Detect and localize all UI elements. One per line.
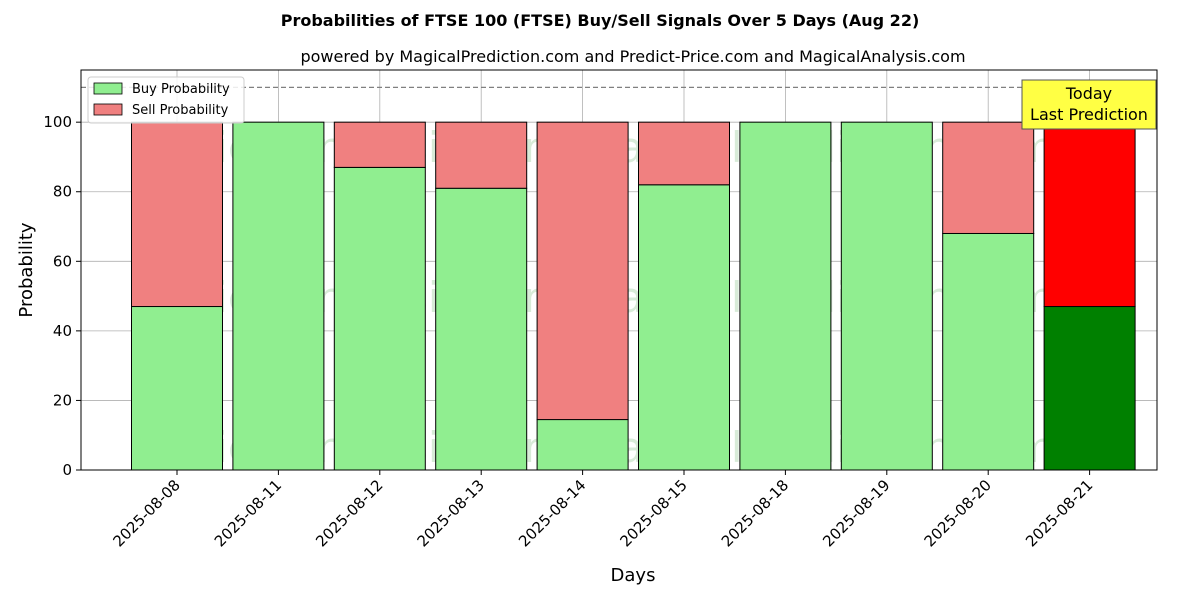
y-tick-label-4: 80 xyxy=(53,183,72,201)
bar-sell-2025-08-20 xyxy=(942,121,1035,234)
legend-buy-label: Buy Probability xyxy=(132,82,230,97)
y-tick-label-5: 100 xyxy=(43,113,72,131)
x-tick-label-1: 2025-08-11 xyxy=(211,476,285,550)
bar-buy-2025-08-20 xyxy=(942,232,1035,471)
x-ticks: 2025-08-08 2025-08-11 2025-08-12 2025-08-13… xyxy=(109,470,1096,550)
x-tick-label-0: 2025-08-08 xyxy=(109,476,183,550)
bar-buy-2025-08-11 xyxy=(232,121,325,471)
y-ticks: 0 20 40 60 80 100 xyxy=(43,113,81,479)
x-tick-label-5: 2025-08-15 xyxy=(616,476,690,550)
bar-buy-2025-08-15 xyxy=(638,184,730,471)
x-tick-label-6: 2025-08-18 xyxy=(718,476,792,550)
annotation-line-2: Last Prediction xyxy=(1030,105,1148,124)
x-tick-label-7: 2025-08-19 xyxy=(819,476,893,550)
y-tick-label-1: 20 xyxy=(53,391,72,409)
bar-sell-2025-08-08 xyxy=(131,121,223,308)
bar-sell-2025-08-14 xyxy=(536,121,629,421)
y-tick-label-0: 0 xyxy=(62,461,72,479)
legend-buy-swatch xyxy=(93,82,123,95)
bar-buy-2025-08-14 xyxy=(536,419,629,471)
bar-buy-2025-08-19 xyxy=(840,121,933,471)
y-tick-label-2: 40 xyxy=(53,322,72,340)
legend-sell-label: Sell Probability xyxy=(132,103,229,118)
today-annotation: Today Last Prediction xyxy=(1021,79,1157,130)
chart-subtitle: powered by MagicalPrediction.com and Pre… xyxy=(300,47,965,66)
annotation-line-1: Today xyxy=(1065,84,1112,103)
plot-frame xyxy=(80,69,1158,471)
bar-buy-2025-08-08 xyxy=(131,306,223,471)
x-tick-label-3: 2025-08-13 xyxy=(414,476,488,550)
legend-sell-swatch xyxy=(93,103,123,116)
x-tick-label-2: 2025-08-12 xyxy=(312,476,386,550)
bars xyxy=(131,121,1136,471)
bar-buy-2025-08-13 xyxy=(435,187,528,471)
x-axis-label: Days xyxy=(611,565,656,586)
y-axis-label: Probability xyxy=(16,222,37,317)
y-tick-label-3: 60 xyxy=(53,252,72,270)
legend-box xyxy=(87,76,245,124)
bar-sell-2025-08-12 xyxy=(333,121,426,168)
x-tick-label-8: 2025-08-20 xyxy=(921,476,995,550)
bar-buy-2025-08-18 xyxy=(739,121,832,471)
bar-sell-2025-08-21 xyxy=(1043,121,1136,308)
bar-sell-2025-08-13 xyxy=(435,121,528,189)
x-tick-label-4: 2025-08-14 xyxy=(515,476,589,550)
bar-sell-2025-08-15 xyxy=(638,121,730,186)
legend: Buy Probability Sell Probability xyxy=(87,76,245,124)
bar-buy-2025-08-21 xyxy=(1043,306,1136,471)
annotation-box xyxy=(1021,79,1157,130)
bar-buy-2025-08-12 xyxy=(333,166,426,471)
chart-title: Probabilities of FTSE 100 (FTSE) Buy/Sel… xyxy=(281,11,920,30)
x-tick-label-9: 2025-08-21 xyxy=(1022,476,1096,550)
